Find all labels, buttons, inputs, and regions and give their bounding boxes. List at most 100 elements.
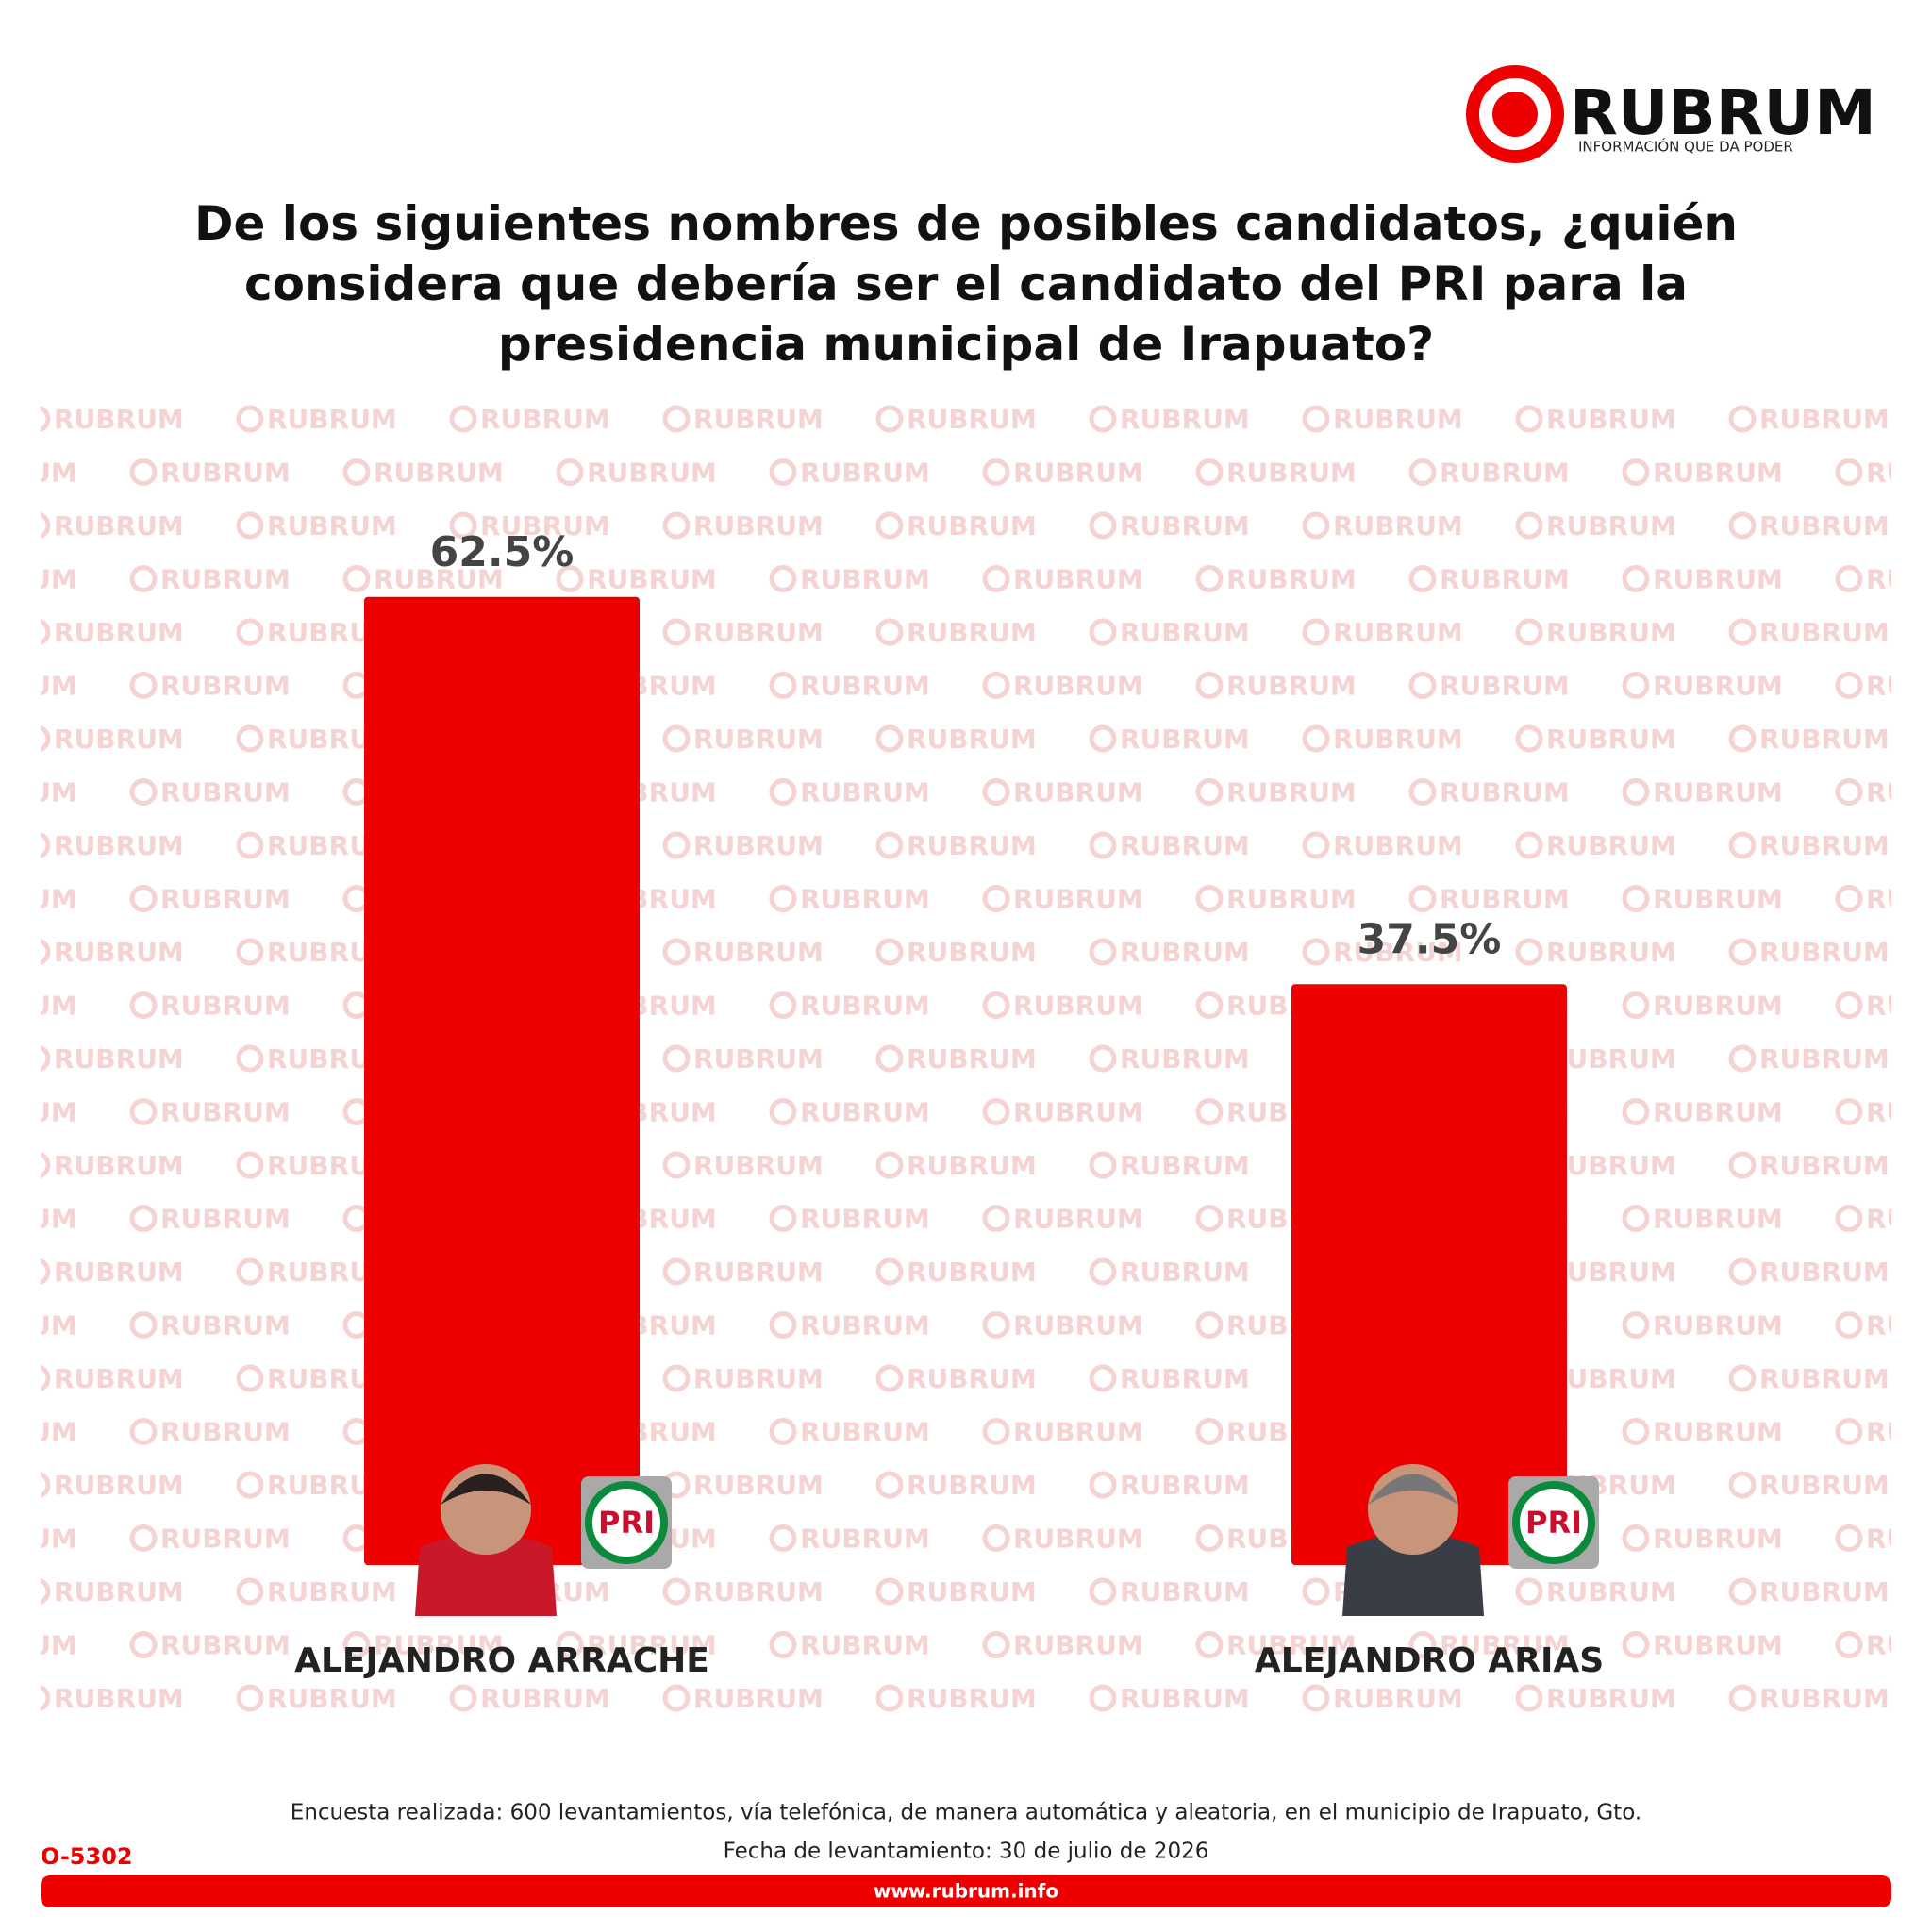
chart-title: De los siguientes nombres de posibles ca… [193,196,1738,372]
watermark-ring [41,1258,51,1285]
watermark-ring [1302,1684,1330,1712]
watermark-ring [1622,565,1650,592]
watermark-text: RUBRUM [693,510,824,541]
category-label: ALEJANDRO ARIAS [1255,1641,1604,1680]
watermark-text: RUBRUM [907,830,1037,861]
watermark-ring [982,458,1010,486]
watermark-text: RUBRUM [1333,937,1463,968]
watermark-text: RUBRUM [0,564,77,595]
watermark-text: RUBRUM [1653,884,1783,915]
watermark-text: RUBRUM [907,1257,1037,1288]
watermark-ring [1728,1151,1757,1179]
watermark-ring [769,565,797,592]
watermark-text: RUBRUM [54,510,184,541]
watermark-text: RUBRUM [693,724,824,755]
watermark-ring [129,458,158,486]
watermark-text: RUBRUM [1653,1630,1783,1661]
watermark-text: RUBRUM [160,991,291,1022]
watermark-text: RUBRUM [160,671,291,702]
watermark-ring [1408,778,1437,806]
watermark-ring [556,458,584,486]
watermark-ring [1728,1684,1757,1712]
watermark-ring [1089,1577,1117,1606]
watermark-text: RUBRUM [54,1683,184,1714]
watermark-ring [449,405,477,433]
watermark-text: RUBRUM [0,1310,77,1341]
watermark-ring [236,1044,264,1073]
watermark-text: RUBRUM [587,1630,717,1661]
watermark-ring [1728,405,1757,433]
watermark-text: RUBRUM [54,1043,184,1074]
watermark-ring [769,885,797,912]
watermark-ring [1089,1364,1117,1392]
watermark-text: RUBRUM [693,617,824,648]
watermark-ring [129,1098,158,1125]
logo-dot [1492,92,1538,137]
watermark-text: RUBRUM [160,1204,291,1235]
party-badge-circle [1512,1481,1595,1564]
watermark-text: RUBRUM [1013,777,1143,808]
watermark-ring [129,672,158,699]
watermark-ring [1195,1311,1224,1339]
watermark-text: RUBRUM [907,1150,1037,1181]
watermark-ring [236,405,264,433]
watermark-text: RUBRUM [160,777,291,808]
watermark-ring [1622,885,1650,912]
watermark-text: RUBRUM [1013,884,1143,915]
watermark-text: RUBRUM [907,1470,1037,1501]
watermark-text: RUBRUM [1013,564,1143,595]
watermark-ring [1728,1044,1757,1073]
watermark-text: RUBRUM [800,1630,930,1661]
watermark-text: RUBRUM [54,404,184,435]
watermark-text: RUBRUM [1120,404,1250,435]
watermark-ring [129,1205,158,1232]
watermark-text: RUBRUM [1759,1043,1890,1074]
footer-bar [41,1875,1891,1907]
watermark-ring [875,938,904,966]
watermark-ring [129,1311,158,1339]
party-badge-text: PRI [1525,1505,1582,1541]
watermark-ring [41,939,51,965]
watermark-ring [875,618,904,646]
watermark-ring [1728,938,1757,966]
survey-code: O-5302 [41,1843,133,1870]
watermark-text: RUBRUM [907,1043,1037,1074]
watermark-ring [662,1257,691,1286]
watermark-ring [1089,831,1117,859]
watermark-text: RUBRUM [0,1204,77,1235]
watermark-ring [236,1684,264,1712]
watermark-ring [875,1684,904,1712]
watermark-ring [1089,618,1117,646]
watermark-text: RUBRUM [1546,510,1676,541]
watermark-text: RUBRUM [160,1417,291,1448]
watermark-text: RUBRUM [1546,1257,1676,1288]
watermark-ring [769,1631,797,1658]
watermark-ring [1195,672,1224,699]
watermark-ring [875,1044,904,1073]
watermark-text: RUBRUM [587,458,717,489]
watermark-ring [342,458,371,486]
logo-name: RUBRUM [1570,76,1876,149]
watermark-text: RUBRUM [907,1363,1037,1394]
watermark-text: RUBRUM [160,884,291,915]
footer-url: www.rubrum.info [874,1880,1058,1903]
watermark-ring [1302,618,1330,646]
watermark-text: RUBRUM [907,1576,1037,1607]
watermark-text: RUBRUM [1120,1257,1250,1288]
watermark-text: RUBRUM [0,1630,77,1661]
watermark-ring [1408,1631,1437,1658]
watermark-ring [662,618,691,646]
watermark-ring [342,1631,371,1658]
watermark-text: RUBRUM [1546,1363,1676,1394]
watermark-ring [875,1257,904,1286]
watermark-ring [1089,1257,1117,1286]
watermark-text: RUBRUM [1759,724,1890,755]
watermark-text: RUBRUM [1013,671,1143,702]
watermark-text: RUBRUM [1546,937,1676,968]
watermark-ring [1195,885,1224,912]
watermark-text: RUBRUM [160,1630,291,1661]
watermark-text: RUBRUM [1333,830,1463,861]
watermark-ring [236,1471,264,1499]
watermark-text: RUBRUM [800,1310,930,1341]
watermark-ring [1195,991,1224,1019]
